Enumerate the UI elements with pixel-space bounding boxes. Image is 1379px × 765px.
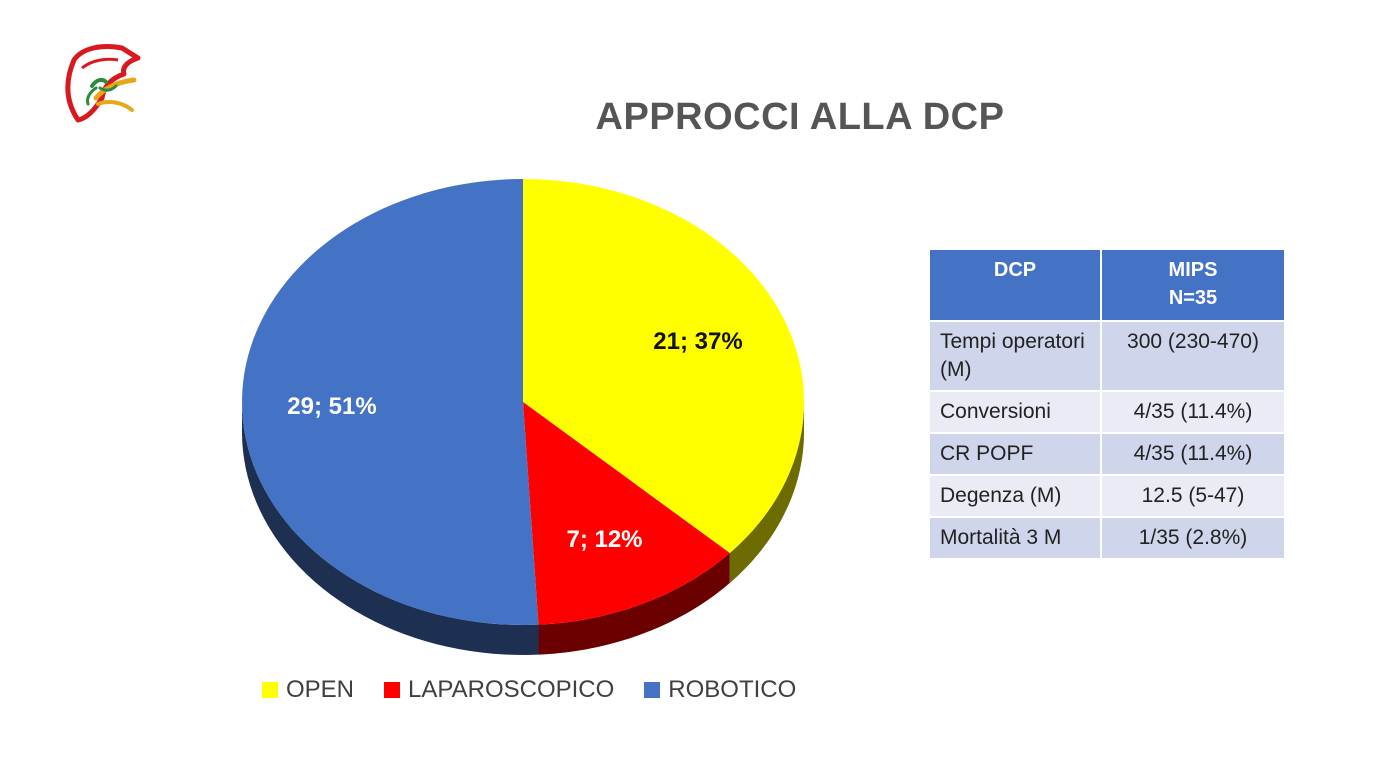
table-cell: 1/35 (2.8%)	[1102, 518, 1284, 558]
legend-label-open: OPEN	[286, 676, 355, 703]
table-cell: Degenza (M)	[930, 476, 1100, 516]
pie-side-laparoscopico	[538, 553, 730, 655]
data-label-open: 21; 37%	[653, 328, 742, 355]
legend-label-laparoscopico: LAPAROSCOPICO	[408, 676, 615, 703]
table-cell: CR POPF	[930, 434, 1100, 474]
legend-item-laparoscopico: LAPAROSCOPICO	[384, 676, 614, 704]
table-cell: 300 (230-470)	[1102, 322, 1284, 390]
pie-side-robotico	[242, 402, 539, 655]
table-header-row: DCP MIPS N=35	[930, 250, 1284, 320]
table-cell: 12.5 (5-47)	[1102, 476, 1284, 516]
table-row: Tempi operatori (M) 300 (230-470)	[930, 322, 1284, 390]
table-row: CR POPF 4/35 (11.4%)	[930, 434, 1284, 474]
legend-item-robotico: ROBOTICO	[644, 676, 796, 704]
table-cell: 4/35 (11.4%)	[1102, 392, 1284, 432]
legend-swatch-laparoscopico	[384, 682, 401, 698]
pie-slice-laparoscopico	[523, 402, 730, 625]
legend-swatch-robotico	[644, 682, 661, 698]
data-label-robotico: 29; 51%	[287, 393, 376, 420]
table-row: Degenza (M) 12.5 (5-47)	[930, 476, 1284, 516]
table-header-mips: MIPS N=35	[1102, 250, 1284, 320]
chart-legend: OPEN LAPAROSCOPICO ROBOTICO	[262, 676, 826, 704]
results-table: DCP MIPS N=35 Tempi operatori (M) 300 (2…	[928, 248, 1286, 560]
pie-side-walls	[242, 402, 804, 655]
pie-slice-open	[523, 179, 804, 554]
pie-side-open	[729, 402, 804, 584]
data-label-laparoscopico: 7; 12%	[566, 526, 642, 553]
table-cell: Mortalità 3 M	[930, 518, 1100, 558]
legend-item-open: OPEN	[262, 676, 354, 704]
legend-swatch-open	[262, 682, 278, 698]
table-row: Conversioni 4/35 (11.4%)	[930, 392, 1284, 432]
pie-slice-robotico	[242, 179, 539, 625]
table-cell: Tempi operatori (M)	[930, 322, 1100, 390]
logo	[65, 44, 141, 123]
legend-label-robotico: ROBOTICO	[668, 676, 797, 703]
table-row: Mortalità 3 M 1/35 (2.8%)	[930, 518, 1284, 558]
page-title: APPROCCI ALLA DCP	[595, 96, 1005, 138]
table-cell: Conversioni	[930, 392, 1100, 432]
table-cell: 4/35 (11.4%)	[1102, 434, 1284, 474]
table-header-dcp: DCP	[930, 250, 1100, 320]
